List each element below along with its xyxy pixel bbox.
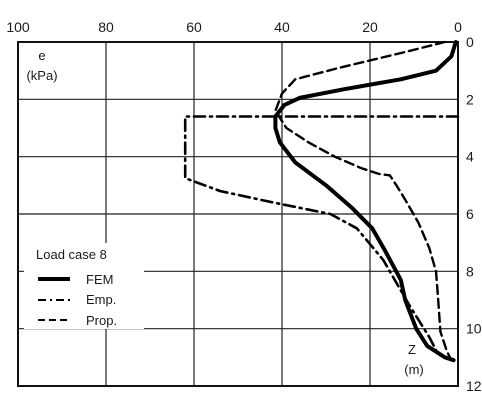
series-lines bbox=[183, 40, 460, 363]
grid bbox=[18, 42, 458, 386]
y-tick-label: 10 bbox=[466, 321, 482, 337]
y-axis-title: Z bbox=[408, 342, 416, 357]
legend-background bbox=[24, 243, 144, 329]
y-tick-labels: 0 2 4 6 8 10 12 bbox=[466, 34, 482, 394]
x-tick-label: 20 bbox=[362, 19, 378, 35]
x-tick-label: 80 bbox=[98, 19, 114, 35]
legend-label-fem: FEM bbox=[86, 272, 113, 287]
x-axis-title: e bbox=[38, 48, 45, 63]
series-line-fem bbox=[273, 40, 458, 363]
plot-frame bbox=[17, 41, 459, 387]
legend-label-emp: Emp. bbox=[86, 292, 116, 307]
x-tick-labels: 100 80 60 40 20 0 bbox=[6, 19, 462, 35]
legend-label-prop: Prop. bbox=[86, 313, 117, 328]
x-tick-label: 60 bbox=[186, 19, 202, 35]
y-tick-label: 6 bbox=[466, 206, 474, 222]
legend-title: Load case 8 bbox=[36, 247, 107, 262]
y-tick-label: 12 bbox=[466, 378, 482, 394]
y-axis-unit: (m) bbox=[404, 362, 424, 377]
legend: Load case 8 FEM Emp. Prop. bbox=[24, 243, 144, 329]
y-tick-label: 2 bbox=[466, 91, 474, 107]
x-axis-unit: (kPa) bbox=[26, 68, 57, 83]
series-line-emp bbox=[183, 115, 460, 362]
x-tick-label: 0 bbox=[454, 19, 462, 35]
x-tick-label: 100 bbox=[6, 19, 30, 35]
x-tick-label: 40 bbox=[274, 19, 290, 35]
y-tick-label: 4 bbox=[466, 149, 474, 165]
y-tick-label: 0 bbox=[466, 34, 474, 50]
series-line-prop bbox=[274, 40, 453, 362]
y-tick-label: 8 bbox=[466, 263, 474, 279]
x-axis-title-bg bbox=[20, 44, 68, 90]
